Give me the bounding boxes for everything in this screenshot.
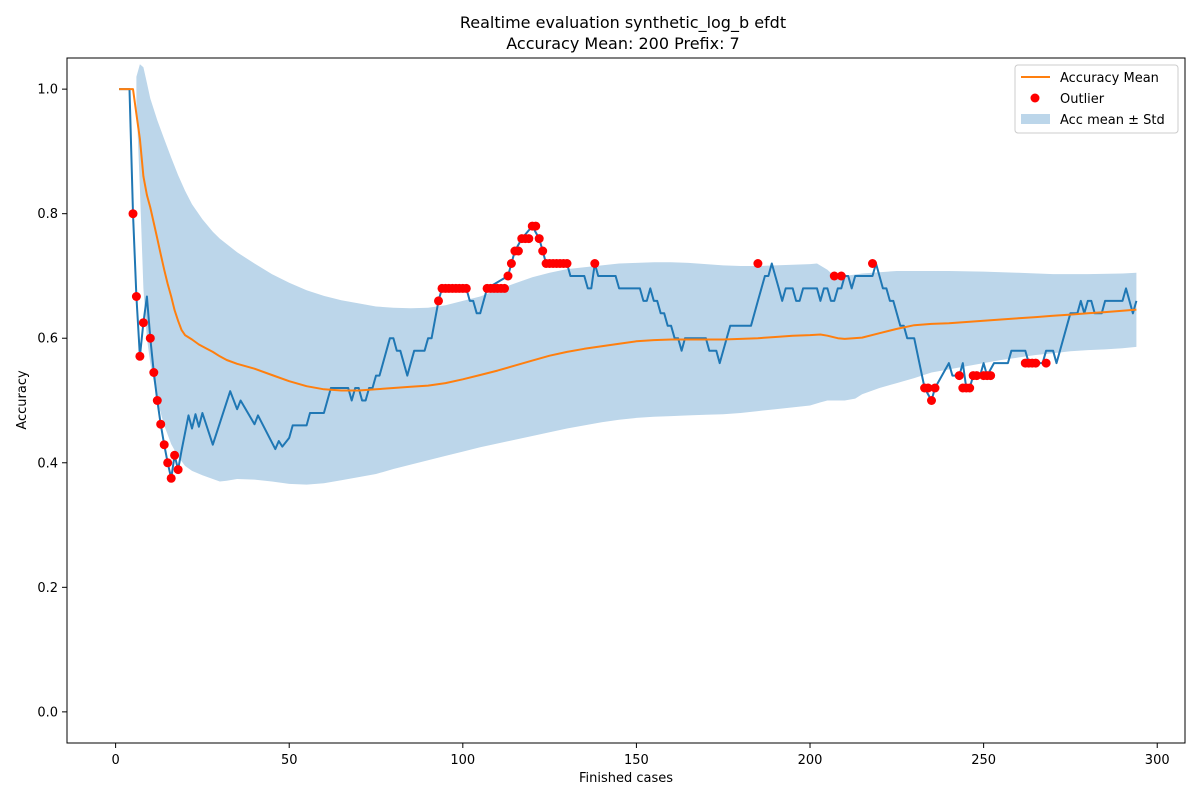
plot-frame xyxy=(66,57,1186,744)
outlier-point xyxy=(562,259,572,268)
x-axis: 0 50 100 150 200 250 300 xyxy=(111,743,1170,768)
plot-area xyxy=(119,64,1138,485)
outlier-point xyxy=(1041,358,1051,368)
outlier-point xyxy=(500,283,509,293)
legend-outlier-label: Outlier xyxy=(1060,92,1105,107)
x-tick-label: 50 xyxy=(281,753,298,768)
y-tick-label: 0.0 xyxy=(37,705,58,720)
outlier-point xyxy=(156,419,166,429)
outlier-point xyxy=(836,271,846,281)
accuracy-line xyxy=(119,88,1138,480)
y-tick-label: 0.4 xyxy=(37,456,58,471)
x-tick-label: 300 xyxy=(1145,753,1170,768)
x-tick-label: 100 xyxy=(450,753,475,768)
outlier-point xyxy=(434,296,443,306)
outlier-point xyxy=(166,473,176,483)
outlier-point xyxy=(135,351,145,361)
outlier-point xyxy=(986,371,996,381)
y-tick-label: 1.0 xyxy=(37,83,58,98)
x-tick-label: 150 xyxy=(624,753,649,768)
outlier-point xyxy=(173,465,183,475)
x-axis-label: Finished cases xyxy=(579,771,673,786)
accuracy-mean-line xyxy=(119,88,1137,392)
x-tick-label: 250 xyxy=(971,753,996,768)
outlier-point xyxy=(829,271,839,281)
outlier-point xyxy=(965,383,975,393)
outlier-point xyxy=(503,271,513,281)
outlier-point xyxy=(131,292,141,301)
outlier-point xyxy=(930,383,940,393)
legend-band-swatch xyxy=(1021,114,1050,124)
std-band xyxy=(136,64,1137,485)
outlier-point xyxy=(927,396,936,405)
outlier-point xyxy=(152,396,162,405)
legend-box xyxy=(1014,64,1179,134)
y-tick-label: 0.2 xyxy=(37,581,58,596)
outlier-point xyxy=(506,259,516,268)
outlier-point xyxy=(868,259,877,268)
outlier-point xyxy=(954,371,964,381)
outlier-point xyxy=(149,368,159,377)
outlier-point xyxy=(138,318,148,328)
outlier-point xyxy=(531,221,541,231)
x-tick-label: 200 xyxy=(798,753,823,768)
outlier-point xyxy=(513,246,523,256)
y-tick-label: 0.8 xyxy=(37,207,58,222)
outlier-point xyxy=(159,440,169,450)
outlier-point xyxy=(461,283,471,293)
outlier-point xyxy=(170,450,180,460)
outlier-point xyxy=(590,259,600,268)
outlier-point xyxy=(128,209,138,219)
legend: Accuracy Mean Outlier Acc mean ± Std xyxy=(1014,64,1179,134)
outlier-point xyxy=(524,234,534,244)
outlier-points xyxy=(128,209,1051,483)
chart-subtitle: Accuracy Mean: 200 Prefix: 7 xyxy=(506,34,739,53)
outlier-point xyxy=(538,246,548,256)
outlier-point xyxy=(145,333,155,343)
outlier-point xyxy=(753,259,763,268)
legend-band-label: Acc mean ± Std xyxy=(1060,113,1165,128)
outlier-point xyxy=(972,371,982,381)
chart-title: Realtime evaluation synthetic_log_b efdt xyxy=(460,13,786,33)
outlier-point xyxy=(534,234,544,244)
y-axis-label: Accuracy xyxy=(15,370,30,430)
legend-outlier-swatch xyxy=(1030,93,1040,103)
outlier-point xyxy=(1031,358,1041,368)
legend-mean-label: Accuracy Mean xyxy=(1060,71,1159,86)
outlier-point xyxy=(923,383,933,393)
y-axis: 0.0 0.2 0.4 0.6 0.8 1.0 xyxy=(37,83,67,720)
x-tick-label: 0 xyxy=(111,753,119,768)
y-tick-label: 0.6 xyxy=(37,332,58,347)
outlier-point xyxy=(163,458,173,468)
